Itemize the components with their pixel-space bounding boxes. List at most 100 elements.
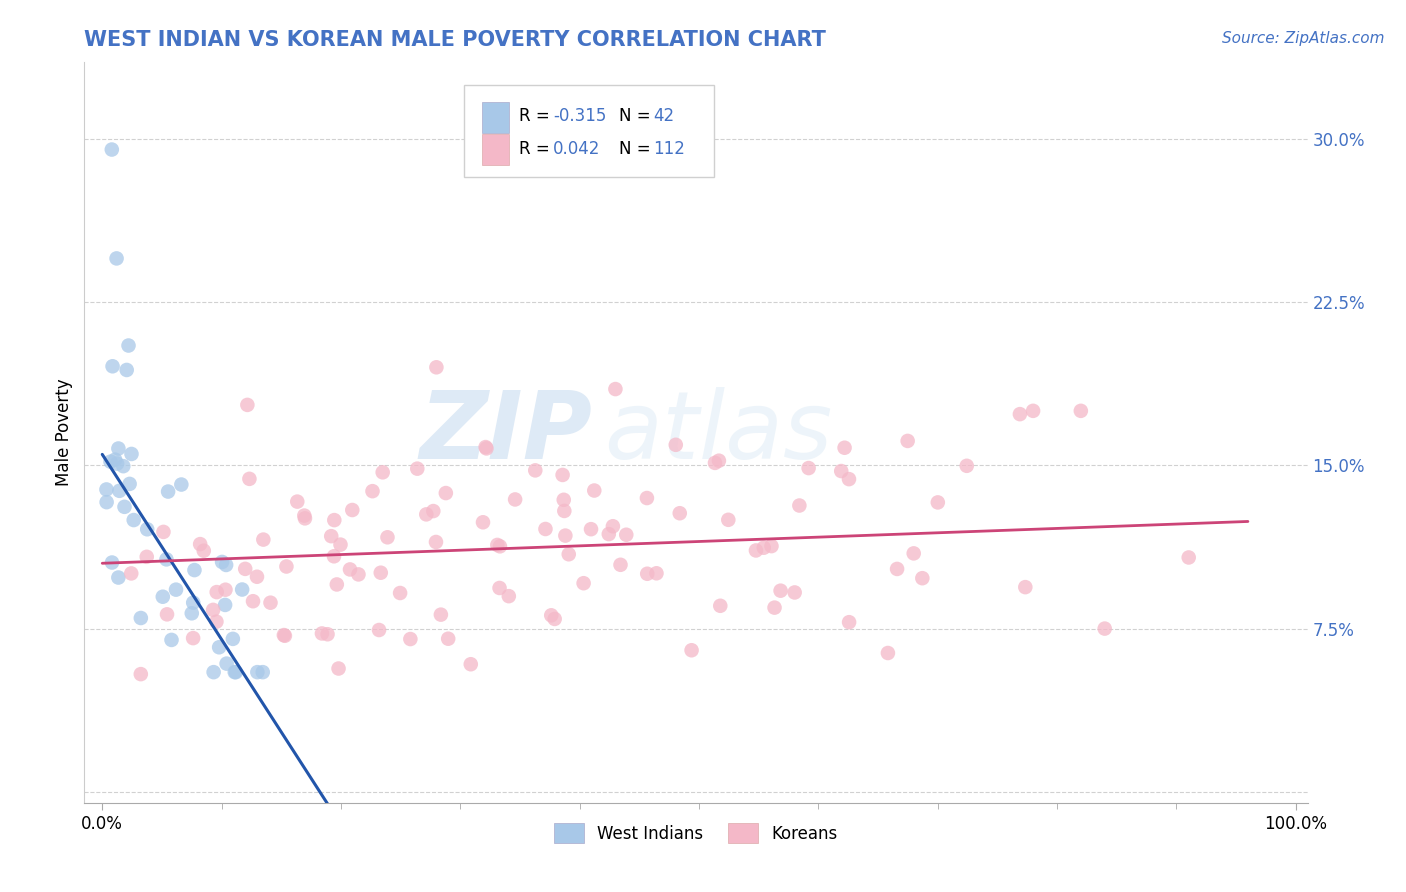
Point xyxy=(211,555,233,569)
Point xyxy=(101,143,124,157)
Point xyxy=(101,359,124,374)
Point xyxy=(486,538,509,552)
Point xyxy=(155,552,177,566)
Point xyxy=(877,646,900,660)
Point xyxy=(259,596,281,610)
Point xyxy=(339,562,361,576)
Text: R =: R = xyxy=(519,140,554,158)
Point xyxy=(540,608,562,623)
Y-axis label: Male Poverty: Male Poverty xyxy=(55,379,73,486)
Text: R =: R = xyxy=(519,108,554,126)
Point xyxy=(544,612,567,626)
Point xyxy=(321,529,343,543)
Point xyxy=(214,598,236,612)
Point xyxy=(614,527,637,541)
Point xyxy=(551,467,574,482)
Text: WEST INDIAN VS KOREAN MALE POVERTY CORRELATION CHART: WEST INDIAN VS KOREAN MALE POVERTY CORRE… xyxy=(84,29,827,50)
Point xyxy=(897,434,920,448)
Text: 42: 42 xyxy=(654,108,675,126)
Point xyxy=(834,441,856,455)
Point xyxy=(636,491,658,505)
Point xyxy=(498,589,520,603)
Point xyxy=(474,440,496,454)
Point xyxy=(665,438,688,452)
Point xyxy=(180,607,202,621)
Point xyxy=(105,252,128,266)
Point xyxy=(1094,622,1116,636)
Point xyxy=(415,508,437,522)
Point xyxy=(122,513,145,527)
Text: -0.315: -0.315 xyxy=(553,108,606,126)
Point xyxy=(214,582,236,597)
FancyBboxPatch shape xyxy=(464,85,714,178)
Point xyxy=(193,543,215,558)
Point xyxy=(129,667,152,681)
Point xyxy=(183,563,205,577)
Point xyxy=(112,459,135,474)
Point xyxy=(294,511,316,525)
Text: ZIP: ZIP xyxy=(419,386,592,479)
Point xyxy=(252,665,274,680)
Point xyxy=(246,570,269,584)
Point xyxy=(745,543,768,558)
Point xyxy=(927,495,949,509)
Point xyxy=(205,615,228,629)
Point xyxy=(598,527,620,541)
Point xyxy=(215,657,238,671)
Point xyxy=(114,500,136,514)
Point xyxy=(347,567,370,582)
Point xyxy=(188,537,211,551)
Point xyxy=(681,643,703,657)
Point xyxy=(460,657,482,672)
Point xyxy=(205,585,228,599)
FancyBboxPatch shape xyxy=(482,102,509,133)
Point xyxy=(105,457,128,471)
Point xyxy=(225,665,247,680)
Point xyxy=(911,571,934,585)
FancyBboxPatch shape xyxy=(482,134,509,165)
Point xyxy=(1008,407,1031,421)
Point xyxy=(100,455,122,469)
Point xyxy=(704,456,727,470)
Point xyxy=(152,590,174,604)
Point xyxy=(136,522,159,536)
Point xyxy=(1070,404,1092,418)
Point xyxy=(1014,580,1036,594)
Point xyxy=(157,484,180,499)
Point xyxy=(135,549,157,564)
Point xyxy=(583,483,606,498)
Point xyxy=(238,472,260,486)
Text: 0.042: 0.042 xyxy=(553,140,600,158)
Point xyxy=(903,546,925,560)
Point xyxy=(115,363,138,377)
Point xyxy=(208,640,231,655)
Legend: West Indians, Koreans: West Indians, Koreans xyxy=(547,816,845,850)
Point xyxy=(797,461,820,475)
Point xyxy=(121,447,143,461)
Point xyxy=(118,476,141,491)
Point xyxy=(636,566,658,581)
Text: atlas: atlas xyxy=(605,387,832,478)
Point xyxy=(368,623,391,637)
Point xyxy=(323,549,346,564)
Point xyxy=(579,522,602,536)
Point xyxy=(181,631,204,645)
Point xyxy=(769,583,792,598)
Point xyxy=(472,516,495,530)
Point xyxy=(224,665,246,680)
Point xyxy=(285,494,308,508)
Point xyxy=(553,492,575,507)
Point xyxy=(328,661,350,675)
Text: N =: N = xyxy=(619,108,655,126)
Point xyxy=(838,472,860,486)
Point xyxy=(830,464,852,478)
Point xyxy=(425,360,447,375)
Point xyxy=(323,513,346,527)
Point xyxy=(437,632,460,646)
Point xyxy=(361,484,384,499)
Text: Source: ZipAtlas.com: Source: ZipAtlas.com xyxy=(1222,31,1385,46)
Point xyxy=(605,382,627,396)
Point xyxy=(120,566,142,581)
Point xyxy=(503,492,526,507)
Point xyxy=(129,611,152,625)
